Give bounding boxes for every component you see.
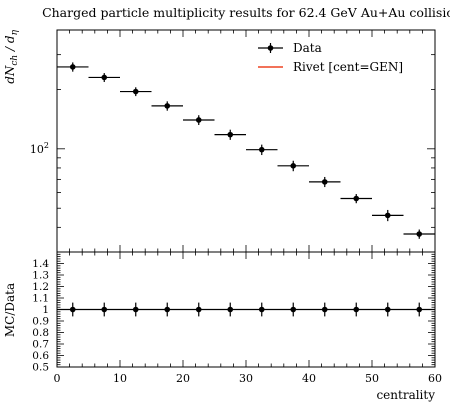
ratio-point [384,306,391,313]
x-tick-label: 20 [176,372,190,385]
ratio-point [258,306,265,313]
data-point [101,74,108,81]
ratio-point [416,306,423,313]
ratio-panel-points [57,302,435,317]
y-tick-label-100: 102 [30,141,49,156]
y-tick-exp: 2 [44,141,49,150]
data-point [290,163,297,169]
x-tick-label: 60 [428,372,442,385]
ratio-y-tick-label: 0.9 [32,316,49,328]
ratio-point [321,306,328,313]
top-panel: 102 dNch / dη Data Rivet [cent=GEN] [3,29,436,253]
y-axis-label: dNch / dη [3,29,20,83]
data-point [384,212,391,219]
legend: Data Rivet [cent=GEN] [258,41,403,74]
data-point [258,146,265,153]
y-tick-base: 10 [30,143,44,156]
ratio-y-axis-label: MC/Data [3,283,17,337]
ratio-y-tick-label: 0.7 [32,339,49,351]
ratio-y-tick-label: 1 [42,304,49,316]
ylabel-sub2: η [10,29,20,35]
ratio-panel-ticks: 0 10 20 30 40 50 60 0.50.60.70.80.911.11.21.31.… [32,251,442,385]
ratio-y-tick-label: 0.8 [32,327,49,339]
data-point [227,131,234,138]
ratio-y-tick-label: 0.5 [32,362,49,374]
legend-rivet-label: Rivet [cent=GEN] [293,60,403,74]
legend-data-label: Data [293,41,322,55]
x-tick-label: 50 [365,372,379,385]
ratio-point [290,306,297,313]
data-point [164,103,171,109]
x-tick-label: 40 [302,372,316,385]
ratio-y-tick-label: 0.6 [32,350,49,362]
ratio-panel: 0 10 20 30 40 50 60 0.50.60.70.80.911.11.21.31.… [3,251,442,402]
ratio-y-tick-label: 1.3 [32,270,49,282]
ratio-y-tick-label: 1.2 [32,281,49,293]
ylabel-sub1: ch [10,55,20,66]
ratio-y-tick-label: 1.1 [32,293,49,305]
data-point [416,231,423,237]
ratio-point [164,306,171,313]
legend-data-marker [267,45,274,51]
data-point [69,64,76,70]
ratio-y-tick-label: 1.4 [32,258,49,270]
ylabel-mid: / d [3,35,17,55]
ylabel-main: dN [3,65,17,84]
ratio-point [353,306,360,313]
chart-title: Charged particle multiplicity results fo… [42,5,450,20]
ratio-point [227,306,234,313]
x-tick-label: 30 [239,372,253,385]
ratio-point [69,306,76,313]
ratio-point [101,306,108,313]
data-point [132,88,139,95]
x-tick-label: 10 [113,372,127,385]
data-point [321,179,328,185]
top-panel-ticks [56,29,436,253]
x-axis-label: centrality [376,388,435,402]
top-panel-points [57,62,435,239]
ratio-point [132,306,139,313]
data-point [195,117,202,123]
ratio-point [195,306,202,313]
x-tick-label: 0 [54,372,61,385]
data-point [353,195,360,202]
